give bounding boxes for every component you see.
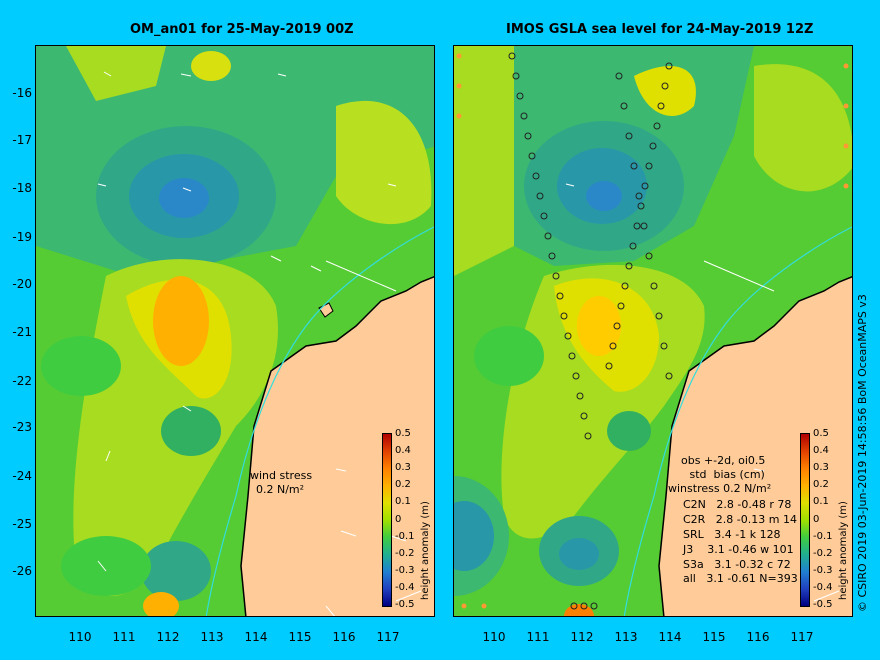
x-tick-label: 112 [570, 630, 594, 644]
y-tick-label: -22 [12, 374, 32, 388]
credit-text: © CSIRO 2019 03-Jun-2019 14:58:56 BoM Oc… [856, 294, 869, 612]
colorbar-tick: 0.1 [813, 496, 829, 507]
colorbar-tick: -0.5 [813, 599, 833, 610]
stats-overlay-label: winstress 0.2 N/m² [668, 482, 772, 495]
colorbar-tick: 0 [813, 514, 820, 525]
stats-header: obs +-2d, oi0.5 [681, 454, 766, 467]
right-map-svg [454, 46, 852, 616]
x-tick-label: 115 [288, 630, 312, 644]
x-tick-label: 113 [614, 630, 638, 644]
x-tick-label: 117 [790, 630, 814, 644]
colorbar-tick: -0.4 [813, 582, 833, 593]
stats-row: C2R 2.8 -0.13 m 14 [683, 513, 797, 526]
left-map-svg [36, 46, 434, 616]
y-tick-label: -25 [12, 517, 32, 531]
x-tick-label: 113 [200, 630, 224, 644]
colorbar-left-label: height anomaly (m) [420, 501, 431, 600]
stats-row: SRL 3.4 -1 k 128 [683, 528, 781, 541]
colorbar-tick: 0.2 [395, 479, 411, 490]
colorbar-right-label: height anomaly (m) [838, 501, 849, 600]
colorbar-tick: -0.1 [813, 531, 833, 542]
y-tick-label: -18 [12, 181, 32, 195]
x-tick-label: 112 [156, 630, 180, 644]
colorbar-tick: 0 [395, 514, 402, 525]
colorbar-tick: 0.5 [813, 428, 829, 439]
y-tick-label: -20 [12, 277, 32, 291]
stats-row: S3a 3.1 -0.32 c 72 [683, 558, 791, 571]
x-tick-label: 116 [746, 630, 770, 644]
colorbar-tick: -0.2 [395, 548, 415, 559]
x-tick-label: 111 [112, 630, 136, 644]
x-tick-label: 116 [332, 630, 356, 644]
stats-column-header: std bias (cm) [665, 468, 765, 481]
x-tick-label: 117 [376, 630, 400, 644]
y-tick-label: -24 [12, 469, 32, 483]
x-tick-label: 110 [68, 630, 92, 644]
x-tick-label: 114 [658, 630, 682, 644]
left-panel-title: OM_an01 for 25-May-2019 00Z [130, 22, 354, 37]
colorbar-tick: -0.4 [395, 582, 415, 593]
colorbar-tick: 0.2 [813, 479, 829, 490]
wind-stress-value: 0.2 N/m² [256, 483, 305, 496]
left-map-panel [35, 45, 435, 617]
colorbar-tick: 0.1 [395, 496, 411, 507]
colorbar-tick: 0.3 [395, 462, 411, 473]
y-tick-label: -19 [12, 230, 32, 244]
y-tick-label: -16 [12, 86, 32, 100]
colorbar-tick: 0.4 [395, 445, 411, 456]
x-tick-label: 110 [482, 630, 506, 644]
colorbar-tick: 0.5 [395, 428, 411, 439]
y-tick-label: -26 [12, 564, 32, 578]
y-tick-label: -23 [12, 420, 32, 434]
colorbar-tick: 0.3 [813, 462, 829, 473]
wind-stress-label: wind stress [250, 469, 313, 482]
y-tick-label: -21 [12, 325, 32, 339]
colorbar-tick: -0.3 [395, 565, 415, 576]
stats-row: C2N 2.8 -0.48 r 78 [683, 498, 792, 511]
y-tick-label: -17 [12, 133, 32, 147]
x-tick-label: 114 [244, 630, 268, 644]
right-panel-title: IMOS GSLA sea level for 24-May-2019 12Z [506, 22, 814, 37]
stats-row: J3 3.1 -0.46 w 101 [683, 543, 794, 556]
x-tick-label: 111 [526, 630, 550, 644]
stats-row: all 3.1 -0.61 N=393 [683, 572, 798, 585]
colorbar-left [382, 433, 392, 607]
colorbar-tick: 0.4 [813, 445, 829, 456]
colorbar-tick: -0.3 [813, 565, 833, 576]
right-map-panel [453, 45, 853, 617]
colorbar-right [800, 433, 810, 607]
colorbar-tick: -0.5 [395, 599, 415, 610]
x-tick-label: 115 [702, 630, 726, 644]
colorbar-tick: -0.1 [395, 531, 415, 542]
colorbar-tick: -0.2 [813, 548, 833, 559]
